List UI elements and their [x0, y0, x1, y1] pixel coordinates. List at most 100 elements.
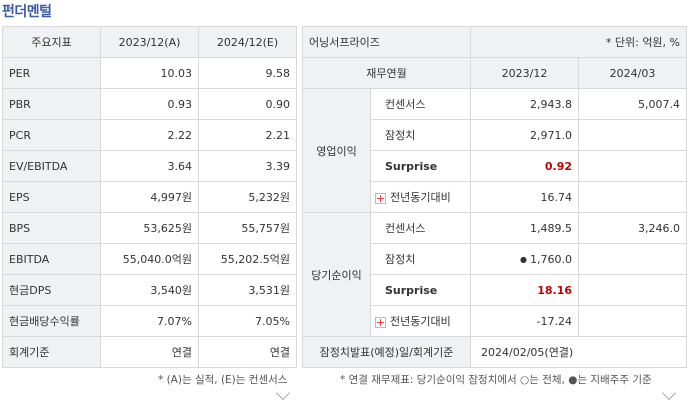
surprise-value: 0.92 [470, 150, 579, 182]
cell-value: 9.58 [198, 57, 297, 89]
row-label: 잠정치 [370, 243, 471, 275]
table-row: PBR 0.93 0.90 [2, 88, 297, 120]
unit-note: * 단위: 억원, % [470, 26, 687, 58]
table-top-row: 어닝서프라이즈 * 단위: 억원, % [302, 26, 687, 58]
column-header: 주요지표 [2, 26, 101, 58]
plus-icon[interactable] [375, 316, 386, 328]
table-header-row: 주요지표 2023/12(A) 2024/12(E) [2, 26, 297, 58]
row-label: BPS [2, 212, 101, 244]
column-header: 재무연월 [302, 57, 471, 89]
cell-value [578, 119, 687, 151]
table-row: 회계기준 연결 연결 [2, 336, 297, 368]
table-row: 현금배당수익률 7.07% 7.05% [2, 305, 297, 337]
cell-value: 10.03 [100, 57, 199, 89]
cell-value: 5,232원 [198, 181, 297, 213]
cell-value [578, 150, 687, 182]
row-label: 회계기준 [2, 336, 101, 368]
cell-value [578, 305, 687, 337]
group-label-net-income: 당기순이익 [302, 212, 371, 337]
cell-value: -17.24 [470, 305, 579, 337]
column-header: 2024/03 [578, 57, 687, 89]
cell-value [578, 243, 687, 275]
surprise-value: 18.16 [470, 274, 579, 306]
left-footnote: * (A)는 실적, (E)는 컨센서스 [158, 374, 288, 386]
cell-value: 연결 [198, 336, 297, 368]
chevron-down-icon[interactable] [661, 385, 677, 401]
row-label: 전년동기대비 [390, 191, 451, 204]
cell-value: 3.64 [100, 150, 199, 182]
column-header: 2023/12(A) [100, 26, 199, 58]
row-label: PBR [2, 88, 101, 120]
cell-value: 7.07% [100, 305, 199, 337]
row-label-cell[interactable]: 전년동기대비 [370, 181, 471, 213]
table-row: 영업이익 컨센서스 2,943.8 5,007.4 [302, 88, 687, 213]
plus-icon[interactable] [375, 192, 386, 204]
row-label: EPS [2, 181, 101, 213]
fundamentals-table: 주요지표 2023/12(A) 2024/12(E) PER 10.03 9.5… [2, 26, 297, 368]
cell-value: 2,943.8 [470, 88, 579, 120]
row-label: 현금배당수익률 [2, 305, 101, 337]
cell-value: 3.39 [198, 150, 297, 182]
cell-value: 16.74 [470, 181, 579, 213]
table-row: 잠정치 ● 1,760.0 [303, 243, 687, 275]
filled-dot-icon: ● [520, 255, 527, 264]
table-row: PER 10.03 9.58 [2, 57, 297, 89]
section-title: 펀더멘털 [2, 4, 52, 20]
cell-value: 1,760.0 [530, 252, 572, 266]
cell-value: 5,007.4 [578, 88, 687, 120]
cell-value: 7.05% [198, 305, 297, 337]
row-label: 컨센서스 [370, 212, 471, 244]
cell-value: 3,531원 [198, 274, 297, 306]
earnings-surprise-table: 어닝서프라이즈 * 단위: 억원, % 재무연월 2023/12 2024/03… [302, 26, 687, 368]
cell-value: 2.21 [198, 119, 297, 151]
cell-value: 연결 [100, 336, 199, 368]
table-row: EBITDA 55,040.0억원 55,202.5억원 [2, 243, 297, 275]
chevron-down-icon[interactable] [275, 385, 291, 401]
cell-value: 4,997원 [100, 181, 199, 213]
table-row: 당기순이익 컨센서스 1,489.5 3,246.0 [302, 212, 687, 337]
row-label: 잠정치발표(예정)일/회계기준 [302, 336, 471, 368]
row-label: 현금DPS [2, 274, 101, 306]
table-header-row: 재무연월 2023/12 2024/03 [302, 57, 687, 89]
cell-value: 55,040.0억원 [100, 243, 199, 275]
row-label: Surprise [370, 150, 471, 182]
cell-value: 2024/02/05(연결) [470, 336, 687, 368]
cell-value: 3,540원 [100, 274, 199, 306]
table-row: 전년동기대비 -17.24 [303, 305, 687, 337]
cell-value: 0.93 [100, 88, 199, 120]
cell-value [578, 274, 687, 306]
cell-value: 2,971.0 [470, 119, 579, 151]
cell-value [578, 181, 687, 213]
table-row: Surprise 0.92 [303, 150, 687, 182]
cell-value: 1,489.5 [470, 212, 579, 244]
row-label: EV/EBITDA [2, 150, 101, 182]
row-label: PER [2, 57, 101, 89]
table-row: EV/EBITDA 3.64 3.39 [2, 150, 297, 182]
table-row: 전년동기대비 16.74 [303, 181, 687, 213]
cell-value: 2.22 [100, 119, 199, 151]
row-label: EBITDA [2, 243, 101, 275]
column-header: 2024/12(E) [198, 26, 297, 58]
cell-value: 55,202.5억원 [198, 243, 297, 275]
cell-value: 3,246.0 [578, 212, 687, 244]
table-company-label: 어닝서프라이즈 [302, 26, 471, 58]
row-label: 전년동기대비 [390, 315, 451, 328]
row-label: PCR [2, 119, 101, 151]
row-label: Surprise [370, 274, 471, 306]
row-label: 잠정치 [370, 119, 471, 151]
row-label-cell[interactable]: 전년동기대비 [370, 305, 471, 337]
table-row: EPS 4,997원 5,232원 [2, 181, 297, 213]
row-label: 컨센서스 [370, 88, 471, 120]
table-row: 현금DPS 3,540원 3,531원 [2, 274, 297, 306]
cell-value-cell: ● 1,760.0 [470, 243, 579, 275]
table-row: PCR 2.22 2.21 [2, 119, 297, 151]
table-row: Surprise 18.16 [303, 274, 687, 306]
column-header: 2023/12 [470, 57, 579, 89]
cell-value: 0.90 [198, 88, 297, 120]
group-label-operating-profit: 영업이익 [302, 88, 371, 213]
table-row: 잠정치 2,971.0 [303, 119, 687, 151]
cell-value: 55,757원 [198, 212, 297, 244]
right-footnote: * 연결 재무제표: 당기순이익 잠정치에서 ○는 전체, ●는 지배주주 기준 [340, 374, 652, 386]
table-row: BPS 53,625원 55,757원 [2, 212, 297, 244]
table-row: 잠정치발표(예정)일/회계기준 2024/02/05(연결) [302, 336, 687, 368]
